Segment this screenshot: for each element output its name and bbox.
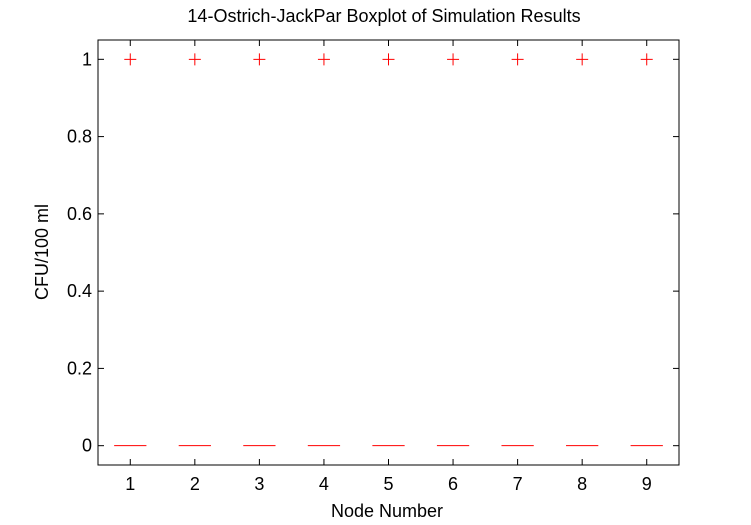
outlier-marker [640,53,653,66]
x-tick-label: 6 [448,474,458,494]
outlier-marker [511,53,524,66]
plot-area [97,39,680,466]
x-tick-label: 1 [125,474,135,494]
outlier-marker [317,53,330,66]
x-tick-label: 5 [383,474,393,494]
x-axis-label: Node Number [331,501,443,521]
y-axis: 0 0.2 0.4 0.6 0.8 1 [67,49,679,456]
x-tick-label: 9 [642,474,652,494]
chart-title: 14-Ostrich-JackPar Boxplot of Simulation… [187,6,580,26]
outlier-marker [124,53,137,66]
x-tick-label: 4 [319,474,329,494]
x-tick-label: 2 [190,474,200,494]
y-tick-label: 0.4 [67,281,92,301]
x-tick-label: 8 [577,474,587,494]
outlier-marker [253,53,266,66]
outlier-marker [576,53,589,66]
y-tick-label: 0 [82,436,92,456]
outlier-marker [188,53,201,66]
outlier-marker [382,53,395,66]
x-axis: 1 2 3 4 5 6 7 8 9 [125,40,652,494]
y-tick-label: 0.8 [67,127,92,147]
y-tick-label: 0.2 [67,358,92,378]
boxplot-marks [114,53,663,447]
y-axis-label: CFU/100 ml [32,204,52,300]
outlier-marker [447,53,460,66]
y-tick-label: 0.6 [67,204,92,224]
x-tick-label: 3 [254,474,264,494]
y-tick-label: 1 [82,49,92,69]
x-tick-label: 7 [513,474,523,494]
